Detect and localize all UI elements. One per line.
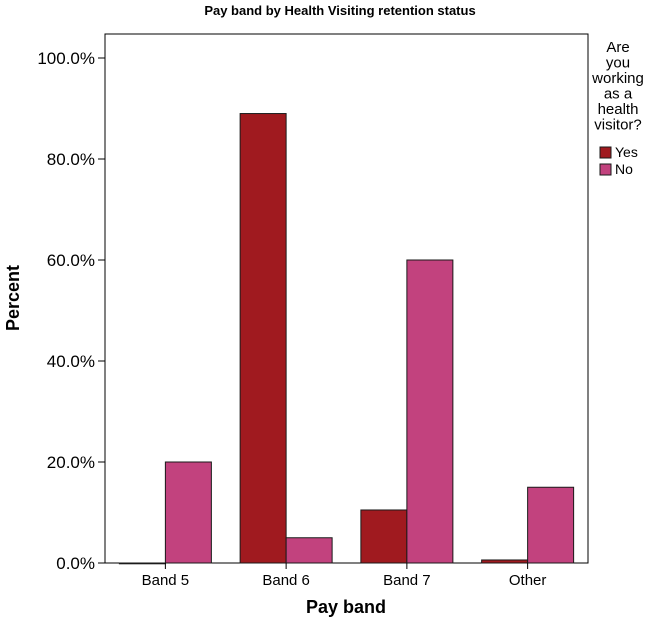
bar-no-other xyxy=(527,486,575,564)
x-tick-label: Band 5 xyxy=(142,572,190,589)
y-tick-label: 80.0% xyxy=(47,150,95,169)
legend-title-line: as a xyxy=(604,86,633,103)
x-tick-label: Band 7 xyxy=(383,572,431,589)
legend-title-line: you xyxy=(606,55,630,72)
x-axis: Band 5 Band 6 Band 7 Other xyxy=(142,563,547,589)
y-tick-label: 60.0% xyxy=(47,251,95,270)
legend-label-no: No xyxy=(615,161,633,177)
legend-title-line: Are xyxy=(606,39,629,56)
y-tick-label: 0.0% xyxy=(56,554,95,573)
legend-label-yes: Yes xyxy=(615,144,638,160)
legend-swatch-yes xyxy=(599,146,612,159)
y-axis: 0.0% 20.0% 40.0% 60.0% 80.0% 100.0% xyxy=(37,49,105,573)
x-tick-label: Band 6 xyxy=(262,572,310,589)
chart-title: Pay band by Health Visiting retention st… xyxy=(204,3,475,18)
legend-title-line: health xyxy=(598,101,639,118)
bar-no-band-5 xyxy=(164,461,212,564)
y-tick-label: 100.0% xyxy=(37,49,95,68)
bars xyxy=(118,113,575,565)
plot-area xyxy=(104,33,589,564)
y-axis-label: Percent xyxy=(3,265,23,331)
legend-title-line: working xyxy=(591,70,644,87)
bar-yes-other xyxy=(481,559,529,564)
bar-yes-band-7 xyxy=(360,509,408,564)
x-tick-label: Other xyxy=(509,572,547,589)
y-tick-label: 20.0% xyxy=(47,453,95,472)
x-axis-label: Pay band xyxy=(306,597,386,617)
bar-yes-band-6 xyxy=(239,113,287,564)
bar-no-band-7 xyxy=(406,259,454,564)
bar-no-band-6 xyxy=(285,537,333,564)
bar-yes-band-5 xyxy=(118,562,166,565)
legend-swatch-no xyxy=(599,163,612,176)
legend-title-line: visitor? xyxy=(594,117,642,134)
y-tick-label: 40.0% xyxy=(47,352,95,371)
